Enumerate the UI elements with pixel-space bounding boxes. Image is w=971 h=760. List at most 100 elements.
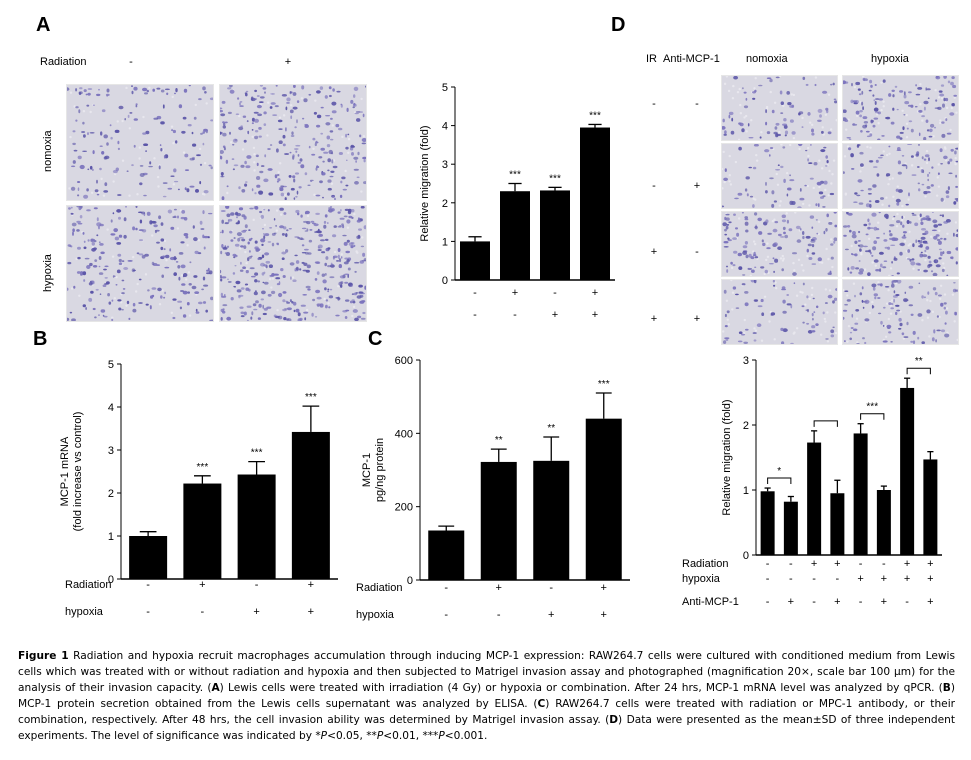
- pore: [765, 258, 768, 262]
- stained-cell: [241, 189, 246, 193]
- stained-cell: [780, 101, 784, 105]
- stained-cell: [898, 317, 902, 322]
- stained-cell: [928, 172, 931, 174]
- stained-cell: [315, 141, 319, 144]
- caption-text-8: <0.001.: [444, 730, 488, 742]
- stained-cell: [812, 297, 815, 300]
- stained-cell: [754, 256, 759, 259]
- stained-cell: [252, 303, 257, 307]
- condition-sign: +: [927, 573, 933, 585]
- stained-cell: [310, 180, 312, 182]
- pore: [176, 227, 180, 230]
- stained-cell: [256, 176, 261, 180]
- pore: [844, 193, 848, 196]
- stained-cell: [288, 175, 292, 178]
- stained-cell: [220, 150, 224, 154]
- pore: [253, 169, 256, 172]
- significance-label: **: [547, 423, 555, 434]
- stained-cell: [194, 250, 199, 255]
- stained-cell: [754, 225, 758, 230]
- stained-cell: [246, 155, 252, 159]
- pore: [905, 113, 908, 117]
- stained-cell: [313, 111, 317, 115]
- stained-cell: [289, 91, 292, 95]
- stained-cell: [752, 91, 756, 94]
- stained-cell: [945, 118, 948, 122]
- stained-cell: [220, 250, 223, 255]
- y-tick-label: 0: [407, 575, 413, 587]
- stained-cell: [852, 123, 855, 126]
- stained-cell: [256, 162, 259, 167]
- y-tick-label: 2: [743, 420, 749, 432]
- stained-cell: [261, 254, 265, 259]
- stained-cell: [858, 230, 861, 234]
- condition-sign: -: [473, 309, 477, 321]
- stained-cell: [358, 291, 364, 294]
- pore: [731, 97, 735, 100]
- stained-cell: [899, 322, 903, 327]
- condition-sign: -: [146, 606, 150, 618]
- stained-cell: [222, 304, 228, 307]
- pore: [97, 191, 100, 194]
- condition-sign: -: [549, 582, 553, 594]
- pore: [808, 204, 811, 207]
- stained-cell: [912, 243, 915, 248]
- stained-cell: [857, 240, 861, 242]
- stained-cell: [873, 117, 879, 120]
- pore: [845, 128, 848, 131]
- stained-cell: [220, 172, 224, 176]
- bar: [853, 433, 868, 555]
- stained-cell: [175, 140, 178, 144]
- stained-cell: [229, 89, 235, 94]
- stained-cell: [139, 182, 143, 186]
- stained-cell: [855, 309, 860, 312]
- stained-cell: [175, 261, 179, 263]
- stained-cell: [955, 160, 958, 163]
- stained-cell: [177, 265, 181, 269]
- stained-cell: [77, 256, 81, 260]
- stained-cell: [925, 215, 930, 218]
- pore: [253, 153, 256, 156]
- condition-label: hypoxia: [356, 609, 395, 621]
- stained-cell: [726, 310, 730, 314]
- stained-cell: [955, 247, 958, 251]
- stained-cell: [828, 221, 833, 225]
- panel-a-row-label-hypoxia: hypoxia: [42, 254, 54, 292]
- stained-cell: [71, 222, 77, 227]
- stained-cell: [316, 230, 322, 233]
- stained-cell: [940, 302, 944, 307]
- stained-cell: [133, 86, 138, 91]
- stained-cell: [324, 238, 329, 241]
- stained-cell: [160, 222, 164, 226]
- caption-p-1: P: [320, 730, 328, 742]
- caption-text-6: <0.05, **: [327, 730, 377, 742]
- pore: [305, 308, 309, 312]
- pore: [885, 153, 889, 157]
- stained-cell: [820, 149, 826, 153]
- pore: [827, 257, 830, 261]
- stained-cell: [753, 339, 757, 342]
- stained-cell: [329, 276, 335, 279]
- stained-cell: [138, 278, 142, 281]
- stained-cell: [920, 221, 924, 225]
- pore: [351, 314, 354, 318]
- bar: [900, 387, 915, 555]
- stained-cell: [905, 165, 908, 170]
- stained-cell: [226, 316, 232, 321]
- stained-cell: [103, 268, 107, 271]
- stained-cell: [863, 223, 868, 227]
- stained-cell: [806, 248, 809, 253]
- stained-cell: [297, 154, 300, 157]
- stained-cell: [285, 249, 289, 253]
- pore: [106, 228, 109, 231]
- stained-cell: [242, 266, 246, 269]
- pore: [946, 331, 949, 335]
- pore: [142, 115, 145, 119]
- stained-cell: [914, 105, 918, 108]
- stained-cell: [77, 194, 80, 197]
- stained-cell: [336, 260, 340, 262]
- stained-cell: [257, 257, 260, 261]
- pore: [797, 258, 801, 262]
- stained-cell: [918, 110, 922, 113]
